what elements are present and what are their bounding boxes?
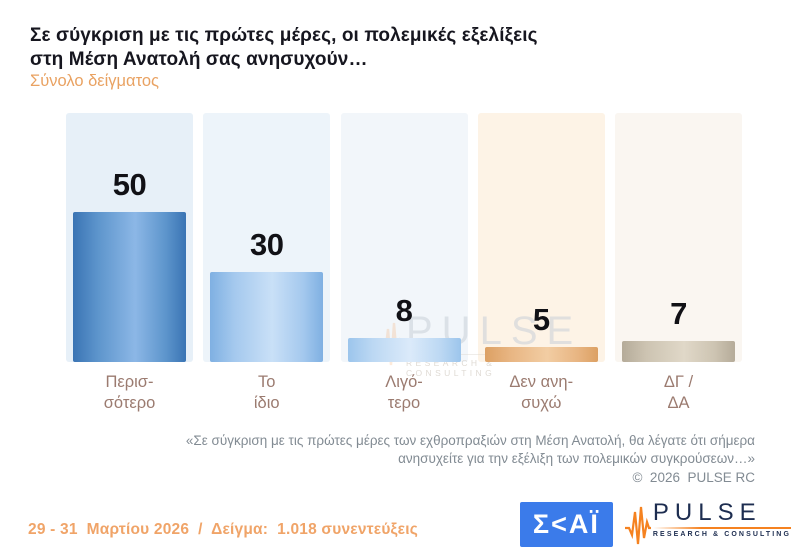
- bar-column: 8: [340, 113, 468, 362]
- bar-label: Περισ- σότερο: [103, 373, 156, 412]
- copyright-text: © 2026 PULSE RC: [632, 470, 755, 485]
- bar-value: 30: [250, 227, 284, 262]
- skai-logo: Σ<ΑΪ: [519, 501, 613, 547]
- bar-column: 50: [66, 113, 193, 362]
- bar: [210, 272, 324, 362]
- bar-column: 7: [615, 113, 742, 362]
- page-title: Σε σύγκριση με τις πρώτες μέρες, οι πολε…: [30, 24, 538, 72]
- bar-value: 8: [395, 293, 413, 328]
- pulse-logo-waveform-icon: [624, 506, 651, 545]
- bar-column: 5: [477, 113, 605, 362]
- bar-label: Δεν ανη- συχώ: [509, 373, 574, 412]
- footnote-line-1: «Σε σύγκριση με τις πρώτες μέρες των εχθ…: [185, 433, 755, 448]
- bar: [484, 347, 598, 362]
- category-labels: Περισ- σότερο Το ίδιο Λιγό- τερο Δεν ανη- σ…: [66, 372, 742, 414]
- question-footnote: «Σε σύγκριση με τις πρώτες μέρες των εχθ…: [186, 432, 755, 487]
- bar-column: 30: [203, 113, 331, 362]
- title-line-2: στη Μέση Ανατολή σας ανησυχούν…: [30, 49, 368, 70]
- bar: [347, 338, 461, 362]
- pulse-logo-tagline: RESEARCH & CONSULTING: [652, 531, 791, 538]
- bar-value: 50: [112, 167, 147, 202]
- bar: [73, 212, 186, 362]
- footnote-line-2: ανησυχείτε για την εξέλιξη των πολεμικών…: [398, 450, 755, 466]
- footer-logos: Σ<ΑΪ PULSE RESEARCH & CONSULTING: [519, 499, 791, 548]
- skai-logo-text: Σ<ΑΪ: [532, 508, 600, 539]
- fieldwork-dates: 29 - 31 Μαρτίου 2026 / Δείγμα: 1.018 συν…: [28, 521, 418, 538]
- bar-chart: 50 30 8 5 7 PULSE RESEARCH & CONSULTING: [66, 113, 742, 378]
- pulse-logo-text: PULSE RESEARCH & CONSULTING: [652, 499, 791, 538]
- chart-subtitle: Σύνολο δείγματος: [30, 72, 160, 90]
- bar-label: Λιγό- τερο: [385, 373, 423, 412]
- bar-value: 7: [670, 296, 687, 331]
- bar-columns: 50 30 8 5 7: [66, 113, 742, 362]
- pulse-logo-rule: [652, 527, 791, 529]
- bar-value: 5: [532, 302, 550, 337]
- pulse-logo: PULSE RESEARCH & CONSULTING: [624, 499, 791, 548]
- bar: [622, 341, 735, 362]
- pulse-logo-brand: PULSE: [652, 499, 762, 526]
- bar-label: ΔΓ / ΔΑ: [663, 373, 694, 412]
- title-line-1: Σε σύγκριση με τις πρώτες μέρες, οι πολε…: [30, 25, 538, 46]
- bar-label: Το ίδιο: [253, 373, 280, 412]
